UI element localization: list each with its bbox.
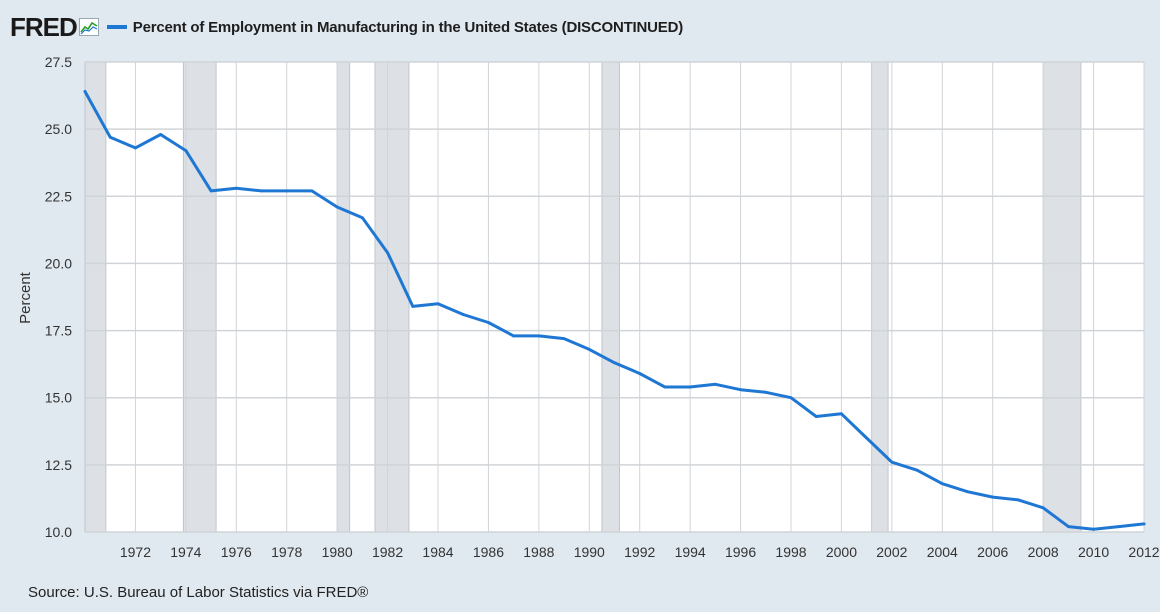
data-point xyxy=(638,372,642,375)
data-point xyxy=(713,382,717,386)
x-tick-label: 2000 xyxy=(826,544,857,560)
data-point xyxy=(260,189,263,193)
y-tick-label: 22.5 xyxy=(45,188,72,204)
y-tick-label: 17.5 xyxy=(45,323,72,339)
recession-band xyxy=(601,61,620,533)
recession-band xyxy=(336,61,351,533)
x-tick-label: 1996 xyxy=(725,544,756,560)
x-tick-label: 1986 xyxy=(473,544,504,560)
x-tick-label: 1992 xyxy=(624,544,655,560)
fred-logo: FRED xyxy=(10,11,78,42)
data-point xyxy=(966,490,969,494)
data-point xyxy=(562,337,566,341)
data-point xyxy=(940,482,944,486)
x-tick-label: 2008 xyxy=(1028,544,1059,560)
data-point xyxy=(1041,506,1045,510)
recession-band xyxy=(1042,61,1082,533)
data-point xyxy=(814,415,818,418)
x-tick-label: 1974 xyxy=(170,544,201,560)
x-tick-label: 1982 xyxy=(372,544,403,560)
y-tick-label: 27.5 xyxy=(45,54,72,70)
source-note: Source: U.S. Bureau of Labor Statistics … xyxy=(28,584,369,601)
data-point xyxy=(310,189,314,193)
x-tick-label: 1994 xyxy=(675,544,706,560)
y-tick-label: 12.5 xyxy=(45,457,72,473)
chart-logo-icon xyxy=(78,18,99,36)
x-tick-label: 2012 xyxy=(1128,544,1159,560)
recession-band xyxy=(182,61,217,533)
recession-band xyxy=(84,61,107,533)
data-point xyxy=(739,388,742,392)
data-point xyxy=(83,90,87,93)
data-point xyxy=(764,390,768,394)
data-point xyxy=(865,436,869,440)
chart-header: FRED Percent of Employment in Manufactur… xyxy=(10,10,683,44)
data-point xyxy=(1016,498,1020,502)
x-tick-label: 1972 xyxy=(120,544,151,560)
data-point xyxy=(461,313,465,316)
data-point xyxy=(587,347,591,351)
data-point xyxy=(335,205,339,209)
x-tick-label: 1984 xyxy=(422,544,453,560)
data-point xyxy=(487,321,490,324)
x-tick-label: 2006 xyxy=(977,544,1008,560)
data-point xyxy=(890,460,894,464)
data-point xyxy=(411,305,415,308)
data-point xyxy=(360,216,364,220)
y-tick-label: 25.0 xyxy=(45,121,72,137)
data-point xyxy=(991,495,995,499)
y-tick-label: 20.0 xyxy=(45,255,72,271)
line-chart: 10.0 12.5 15.0 17.5 20.0 22.5 25.0 27.5 1972 1974… xyxy=(17,54,1160,560)
data-point xyxy=(209,189,213,193)
x-tick-label: 2004 xyxy=(927,544,958,560)
legend-swatch xyxy=(106,25,127,29)
data-point xyxy=(386,251,389,255)
data-point xyxy=(1092,527,1095,531)
recession-band xyxy=(871,61,889,533)
data-point xyxy=(840,412,843,416)
data-point xyxy=(234,186,238,190)
data-point xyxy=(613,361,616,365)
x-tick-label: 1988 xyxy=(523,544,554,560)
y-tick-label: 10.0 xyxy=(45,524,72,540)
y-tick-label: 15.0 xyxy=(45,390,72,406)
x-tick-label: 1980 xyxy=(322,544,353,560)
data-point xyxy=(1066,525,1070,529)
data-point xyxy=(663,385,667,389)
x-tick-label: 1978 xyxy=(271,544,302,560)
data-point xyxy=(915,468,919,472)
data-point xyxy=(159,133,163,136)
data-point xyxy=(108,135,112,139)
legend-label: Percent of Employment in Manufacturing i… xyxy=(132,18,684,36)
data-point xyxy=(1142,522,1146,526)
x-tick-label: 2002 xyxy=(876,544,907,560)
recession-band xyxy=(374,61,410,533)
x-tick-label: 1998 xyxy=(775,544,806,560)
data-point xyxy=(688,385,692,389)
data-point xyxy=(789,396,793,400)
data-point xyxy=(134,146,137,150)
y-axis-label: Percent xyxy=(17,271,34,324)
data-point xyxy=(184,149,188,153)
data-point xyxy=(436,302,440,306)
x-tick-label: 2010 xyxy=(1078,544,1109,560)
x-tick-label: 1990 xyxy=(574,544,605,560)
data-point xyxy=(512,334,516,338)
data-point xyxy=(1117,525,1121,529)
x-tick-label: 1976 xyxy=(221,544,252,560)
data-point xyxy=(537,334,541,338)
data-point xyxy=(285,189,289,193)
